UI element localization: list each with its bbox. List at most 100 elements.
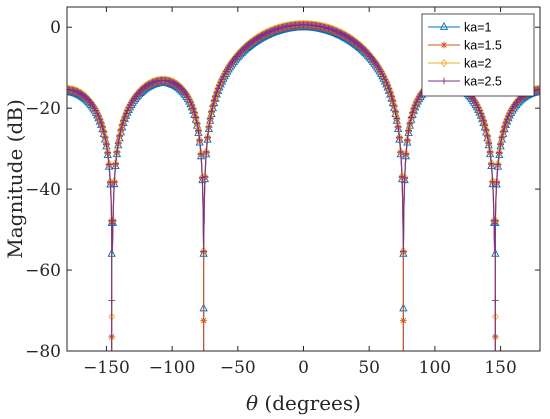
data-marker [104, 149, 112, 157]
data-marker [409, 109, 416, 117]
data-marker [407, 114, 415, 121]
data-marker [394, 123, 402, 131]
data-marker [99, 123, 106, 131]
data-marker [390, 102, 398, 110]
data-marker [204, 133, 211, 141]
data-marker [494, 160, 502, 168]
legend-marker [440, 58, 448, 68]
y-tick-label: 0 [50, 18, 61, 38]
data-marker [96, 115, 104, 123]
data-marker [105, 160, 113, 168]
data-marker [410, 105, 418, 112]
data-marker [101, 133, 109, 141]
null-marker [108, 297, 116, 304]
x-axis-label: θ (degrees) [246, 391, 361, 415]
data-marker [385, 85, 393, 92]
data-marker [189, 105, 197, 112]
data-marker [486, 148, 494, 156]
data-marker [384, 81, 391, 89]
data-marker [411, 101, 419, 109]
null-marker [200, 317, 208, 325]
data-marker [474, 104, 482, 111]
data-marker [536, 86, 540, 94]
data-marker [180, 87, 188, 95]
data-marker [502, 119, 510, 127]
data-marker [124, 106, 131, 114]
data-marker [110, 178, 118, 186]
data-marker [369, 56, 377, 64]
y-tick-label: −80 [25, 342, 61, 362]
data-marker [482, 126, 490, 134]
x-tick-label: −50 [220, 358, 256, 378]
data-marker [393, 115, 401, 122]
data-marker [205, 123, 213, 131]
legend-label: ka=1.5 [464, 39, 502, 53]
data-marker [217, 78, 225, 86]
data-marker [193, 119, 201, 127]
data-marker [114, 140, 123, 149]
legend-label: ka=2 [464, 57, 492, 71]
x-tick-label: 50 [358, 358, 380, 378]
data-marker [487, 160, 495, 168]
data-marker [118, 121, 126, 129]
data-marker [404, 127, 413, 136]
data-marker [382, 78, 390, 86]
x-tick-label: −100 [149, 358, 196, 378]
data-marker [381, 75, 389, 83]
legend-label: ka=2.5 [464, 75, 502, 89]
data-marker [368, 54, 376, 62]
data-marker [481, 121, 489, 129]
data-marker [212, 92, 219, 100]
data-marker [405, 127, 413, 135]
data-marker [477, 110, 485, 117]
data-marker [484, 140, 493, 149]
data-marker [114, 139, 122, 147]
data-marker [229, 57, 236, 65]
data-marker [191, 109, 198, 117]
data-marker [213, 88, 221, 96]
data-marker [406, 119, 414, 127]
legend-label: ka=1 [464, 21, 492, 35]
x-tick-label: 150 [484, 358, 516, 378]
data-marker [95, 112, 102, 120]
data-marker [498, 133, 506, 141]
data-marker [201, 173, 209, 181]
data-marker [392, 108, 399, 116]
data-marker [396, 133, 403, 141]
data-marker [197, 150, 205, 158]
data-marker [109, 217, 117, 224]
data-marker [392, 115, 401, 124]
legend-box [421, 13, 535, 97]
data-marker [206, 115, 215, 124]
data-marker [503, 115, 511, 123]
data-marker [194, 127, 203, 136]
data-marker [210, 97, 218, 105]
legend-item: ka=1 [428, 21, 492, 35]
legend-marker [440, 41, 448, 49]
data-marker [216, 81, 223, 89]
data-marker [495, 149, 503, 157]
data-marker [389, 97, 397, 105]
data-marker [485, 139, 493, 147]
data-marker [209, 102, 217, 110]
data-marker [401, 174, 409, 182]
data-marker [478, 113, 486, 121]
data-marker [117, 126, 125, 134]
data-marker [505, 112, 512, 120]
data-marker [122, 110, 130, 117]
data-marker [93, 109, 101, 117]
data-marker [194, 127, 202, 135]
legend-item: ka=1.5 [428, 39, 502, 53]
data-marker [103, 140, 110, 148]
data-marker [386, 88, 394, 96]
y-tick-label: −40 [25, 180, 61, 200]
legend-marker [440, 77, 448, 85]
data-marker [484, 132, 491, 140]
data-marker [480, 117, 487, 125]
y-tick-label: −20 [25, 99, 61, 119]
legend-marker [439, 21, 449, 30]
data-marker [87, 99, 95, 106]
data-marker [499, 128, 507, 136]
data-marker [399, 248, 407, 255]
data-marker [192, 114, 200, 121]
